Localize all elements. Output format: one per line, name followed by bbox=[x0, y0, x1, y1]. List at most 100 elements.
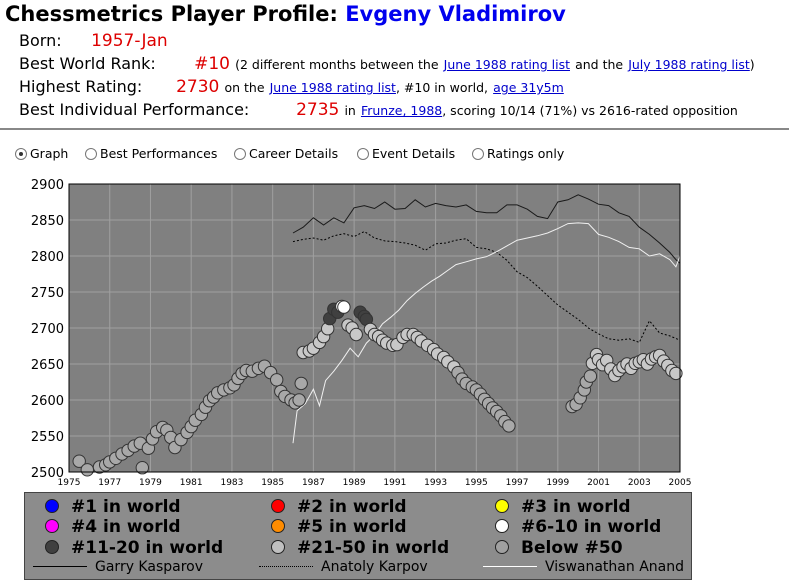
x-tick-label: 2005 bbox=[669, 478, 692, 488]
page-title: Chessmetrics Player Profile: Evgeny Vlad… bbox=[5, 2, 566, 26]
age-link[interactable]: age 31y5m bbox=[493, 80, 564, 95]
y-tick-label: 2500 bbox=[31, 466, 64, 481]
tab-best-performances-label: Best Performances bbox=[100, 146, 218, 161]
tab-graph-label: Graph bbox=[30, 146, 69, 161]
y-tick-label: 2750 bbox=[31, 286, 64, 301]
tab-ratings-only-label: Ratings only bbox=[487, 146, 565, 161]
tab-best-performances[interactable]: Best Performances bbox=[85, 146, 217, 161]
rating-point bbox=[502, 419, 516, 433]
legend-marker-icon bbox=[271, 540, 285, 554]
legend-label: #11-20 in world bbox=[71, 538, 224, 558]
rank-row: Best World Rank: #10 (2 different months… bbox=[19, 54, 755, 74]
born-label: Born: bbox=[19, 31, 62, 50]
x-tick-label: 1995 bbox=[465, 478, 488, 488]
series-line-viswanathan-anand bbox=[292, 222, 681, 444]
born-value: 1957-Jan bbox=[91, 31, 168, 51]
legend-line-label: Viswanathan Anand bbox=[545, 559, 684, 575]
x-tick-label: 2001 bbox=[587, 478, 610, 488]
legend-item-4th: #4 in world bbox=[45, 517, 181, 537]
legend-item-2nd: #2 in world bbox=[271, 497, 407, 517]
legend-label: #21-50 in world bbox=[297, 538, 450, 558]
x-tick-label: 1987 bbox=[302, 478, 325, 488]
rating-point bbox=[80, 463, 95, 477]
y-tick-label: 2700 bbox=[31, 322, 64, 337]
legend-marker-icon bbox=[271, 499, 285, 513]
tab-event-details-label: Event Details bbox=[372, 146, 456, 161]
legend-item-3rd: #3 in world bbox=[495, 497, 631, 517]
highest-list-link[interactable]: June 1988 rating list bbox=[269, 80, 396, 95]
title-prefix: Chessmetrics Player Profile: bbox=[5, 2, 338, 26]
plot-border bbox=[68, 183, 681, 473]
x-tick-label: 2003 bbox=[628, 478, 651, 488]
legend-label: #6-10 in world bbox=[521, 517, 662, 537]
y-tick-label: 2800 bbox=[31, 250, 64, 265]
rating-point bbox=[349, 327, 363, 342]
legend-item-11-20: #11-20 in world bbox=[45, 538, 223, 558]
performance-label: Best Individual Performance: bbox=[19, 100, 250, 119]
legend-marker-icon bbox=[45, 499, 59, 513]
rating-point bbox=[292, 393, 306, 407]
y-tick-label: 2550 bbox=[31, 430, 64, 445]
highest-row: Highest Rating: 2730 on the June 1988 ra… bbox=[19, 77, 564, 97]
legend-line-anand: Viswanathan Anand bbox=[483, 559, 684, 575]
legend-marker-icon bbox=[495, 540, 509, 554]
rating-point bbox=[583, 369, 598, 383]
july-1988-link[interactable]: July 1988 rating list bbox=[628, 57, 750, 72]
x-tick-label: 1985 bbox=[261, 478, 284, 488]
tab-event-details[interactable]: Event Details bbox=[357, 146, 455, 161]
legend-label: #1 in world bbox=[71, 497, 181, 517]
rating-point bbox=[270, 373, 284, 387]
radio-icon[interactable] bbox=[234, 148, 246, 160]
tab-career-details[interactable]: Career Details bbox=[234, 146, 338, 161]
x-tick-label: 1983 bbox=[220, 478, 243, 488]
rating-point bbox=[135, 461, 150, 475]
born-row: Born: 1957-Jan bbox=[19, 31, 168, 51]
rank-note-1: (2 different months between the bbox=[235, 57, 439, 72]
legend-item-5th: #5 in world bbox=[271, 517, 407, 537]
performance-value: 2735 bbox=[296, 100, 340, 120]
rank-note-3: ) bbox=[749, 57, 755, 72]
x-tick-label: 1979 bbox=[139, 478, 162, 488]
frunze-1988-link[interactable]: Frunze, 1988 bbox=[360, 103, 443, 118]
y-tick-label: 2600 bbox=[31, 394, 64, 409]
legend-item-below-50: Below #50 bbox=[495, 538, 623, 558]
rating-point bbox=[72, 454, 86, 468]
y-tick-label: 2900 bbox=[31, 178, 64, 193]
header-divider bbox=[0, 128, 789, 130]
rank-label: Best World Rank: bbox=[19, 54, 156, 73]
rating-point bbox=[294, 376, 308, 391]
radio-icon[interactable] bbox=[357, 148, 369, 160]
radio-icon[interactable] bbox=[85, 148, 97, 160]
radio-icon[interactable] bbox=[472, 148, 484, 160]
dotted-line-icon bbox=[259, 566, 313, 567]
june-1988-link[interactable]: June 1988 rating list bbox=[443, 57, 570, 72]
legend-line-karpov: Anatoly Karpov bbox=[259, 559, 428, 575]
player-name: Evgeny Vladimirov bbox=[345, 2, 566, 26]
white-line-icon bbox=[483, 566, 537, 567]
y-tick-label: 2650 bbox=[31, 358, 64, 373]
legend-marker-icon bbox=[45, 519, 59, 533]
legend-label: #4 in world bbox=[71, 517, 181, 537]
y-tick-label: 2850 bbox=[31, 214, 64, 229]
performance-note-2: , scoring 10/14 (71%) vs 2616-rated oppo… bbox=[442, 103, 738, 118]
legend-line-kasparov: Garry Kasparov bbox=[33, 559, 203, 575]
tab-career-details-label: Career Details bbox=[249, 146, 339, 161]
rank-value: #10 bbox=[194, 54, 230, 74]
tab-graph[interactable]: Graph bbox=[15, 146, 68, 161]
legend-marker-icon bbox=[495, 519, 509, 533]
highest-label: Highest Rating: bbox=[19, 77, 143, 96]
performance-row: Best Individual Performance: 2735 in Fru… bbox=[19, 100, 738, 120]
highest-note-2: , #10 in world, bbox=[395, 80, 489, 95]
highest-value: 2730 bbox=[176, 77, 220, 97]
radio-selected-icon[interactable] bbox=[15, 148, 27, 160]
chart-legend: #1 in world #2 in world #3 in world #4 i… bbox=[24, 492, 692, 580]
legend-item-6-10: #6-10 in world bbox=[495, 517, 661, 537]
x-tick-label: 1989 bbox=[343, 478, 366, 488]
legend-item-21-50: #21-50 in world bbox=[271, 538, 449, 558]
x-tick-label: 1999 bbox=[546, 478, 569, 488]
legend-marker-icon bbox=[45, 540, 59, 554]
tab-ratings-only[interactable]: Ratings only bbox=[472, 146, 564, 161]
legend-line-label: Garry Kasparov bbox=[95, 559, 204, 575]
x-tick-label: 1981 bbox=[180, 478, 203, 488]
x-tick-label: 1975 bbox=[58, 478, 81, 488]
